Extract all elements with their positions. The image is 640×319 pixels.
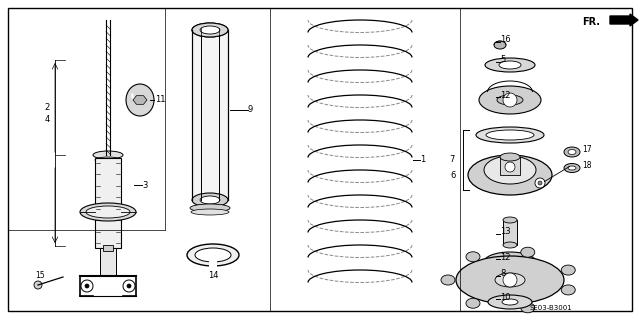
Circle shape	[81, 280, 93, 292]
Bar	[503, 220, 517, 245]
Bar	[192, 30, 228, 200]
Ellipse shape	[484, 156, 536, 184]
Ellipse shape	[564, 147, 580, 157]
Ellipse shape	[456, 256, 564, 304]
Ellipse shape	[568, 166, 576, 170]
Bar	[209, 261, 217, 269]
Text: 15: 15	[35, 271, 45, 279]
Polygon shape	[133, 96, 147, 104]
Text: 12: 12	[500, 253, 511, 262]
Ellipse shape	[499, 257, 521, 267]
Ellipse shape	[495, 273, 525, 287]
Circle shape	[85, 284, 89, 288]
Bar	[100, 248, 116, 276]
Text: 1: 1	[420, 155, 425, 165]
Circle shape	[503, 93, 517, 107]
Ellipse shape	[466, 298, 480, 308]
Ellipse shape	[485, 58, 535, 72]
Text: 7: 7	[450, 155, 455, 165]
Ellipse shape	[441, 275, 455, 285]
Text: 8: 8	[500, 270, 506, 278]
Ellipse shape	[192, 23, 228, 37]
Text: 16: 16	[500, 35, 511, 44]
Ellipse shape	[486, 130, 534, 140]
Ellipse shape	[126, 84, 154, 116]
Bar	[500, 157, 520, 175]
Ellipse shape	[488, 295, 532, 309]
Text: 11: 11	[155, 95, 166, 105]
Ellipse shape	[503, 242, 517, 248]
Ellipse shape	[568, 150, 576, 154]
Text: 3: 3	[142, 181, 147, 189]
Text: 18: 18	[582, 161, 591, 170]
Text: 17: 17	[582, 145, 591, 154]
Ellipse shape	[499, 61, 521, 69]
Text: 12: 12	[500, 91, 511, 100]
Ellipse shape	[192, 23, 228, 37]
Ellipse shape	[497, 95, 523, 105]
Ellipse shape	[503, 217, 517, 223]
Ellipse shape	[200, 196, 220, 204]
Ellipse shape	[500, 153, 520, 161]
Ellipse shape	[86, 206, 130, 218]
Bar	[103, 245, 113, 251]
Ellipse shape	[192, 193, 228, 207]
Ellipse shape	[191, 209, 229, 215]
Ellipse shape	[521, 303, 535, 313]
Bar	[95, 158, 121, 248]
Ellipse shape	[521, 247, 535, 257]
Ellipse shape	[494, 41, 506, 49]
Text: 4: 4	[45, 115, 50, 124]
Text: 2: 2	[45, 103, 50, 113]
Ellipse shape	[484, 252, 536, 272]
Ellipse shape	[190, 204, 230, 212]
FancyArrow shape	[610, 14, 638, 26]
Circle shape	[123, 280, 135, 292]
Ellipse shape	[561, 285, 575, 295]
Circle shape	[127, 284, 131, 288]
Ellipse shape	[93, 151, 123, 159]
Ellipse shape	[200, 26, 220, 34]
Text: 6: 6	[451, 170, 456, 180]
Ellipse shape	[564, 164, 580, 173]
Text: 14: 14	[208, 271, 218, 280]
Text: FR.: FR.	[582, 17, 600, 27]
Circle shape	[34, 281, 42, 289]
Text: 10: 10	[500, 293, 511, 301]
Circle shape	[503, 273, 517, 287]
Ellipse shape	[502, 299, 518, 305]
Ellipse shape	[80, 203, 136, 221]
Ellipse shape	[195, 248, 231, 262]
Ellipse shape	[476, 127, 544, 143]
Text: 5: 5	[500, 56, 505, 64]
Circle shape	[505, 257, 515, 267]
Circle shape	[505, 162, 515, 172]
Text: 13: 13	[500, 227, 511, 236]
Circle shape	[535, 178, 545, 188]
Ellipse shape	[479, 86, 541, 114]
Ellipse shape	[468, 155, 552, 195]
Ellipse shape	[187, 244, 239, 266]
Text: 9: 9	[248, 106, 253, 115]
Ellipse shape	[200, 26, 220, 34]
Ellipse shape	[561, 265, 575, 275]
Text: SE03-B3001: SE03-B3001	[530, 305, 573, 311]
Ellipse shape	[466, 252, 480, 262]
Circle shape	[538, 181, 542, 185]
